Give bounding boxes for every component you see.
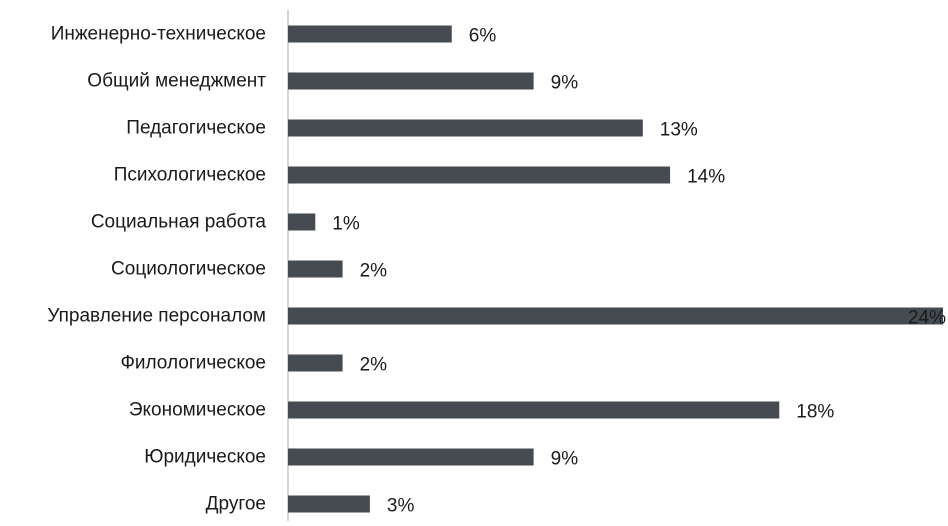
category-label: Социологическое	[111, 259, 266, 280]
bar	[288, 448, 534, 466]
category-label: Педагогическое	[126, 118, 266, 139]
category-label: Другое	[206, 494, 266, 515]
category-label: Управление персоналом	[47, 306, 266, 327]
category-label: Социальная работа	[91, 212, 267, 233]
bar	[288, 119, 643, 137]
category-label: Психологическое	[114, 165, 266, 186]
category-label: Экономическое	[129, 400, 266, 421]
bar	[288, 25, 452, 43]
category-label: Общий менеджмент	[87, 71, 266, 92]
category-labels-group: Инженерно-техническое Общий менеджмент Пед…	[47, 24, 266, 515]
value-labels-group: 6% 9% 13% 14% 1% 2% 24% 2% 18% 9% 3%	[332, 26, 946, 517]
data-label: 9%	[551, 73, 579, 94]
bar	[288, 307, 943, 325]
category-label: Инженерно-техническое	[51, 24, 266, 45]
bar	[288, 213, 316, 231]
data-label: 9%	[551, 449, 579, 470]
data-label: 2%	[360, 261, 388, 282]
data-label: 13%	[660, 120, 698, 141]
data-label: 2%	[360, 355, 388, 376]
data-label: 14%	[687, 167, 725, 188]
bar	[288, 166, 671, 184]
data-label: 6%	[469, 26, 497, 47]
bar	[288, 72, 534, 90]
bar	[288, 260, 343, 278]
data-label: 24%	[908, 308, 946, 329]
bar	[288, 354, 343, 372]
bar	[288, 495, 370, 513]
data-label: 18%	[796, 402, 834, 423]
category-label: Филологическое	[120, 353, 266, 374]
bars-group	[288, 25, 943, 513]
data-label: 1%	[332, 214, 360, 235]
category-label: Юридическое	[144, 447, 266, 468]
bar	[288, 401, 780, 419]
data-label: 3%	[387, 496, 415, 517]
